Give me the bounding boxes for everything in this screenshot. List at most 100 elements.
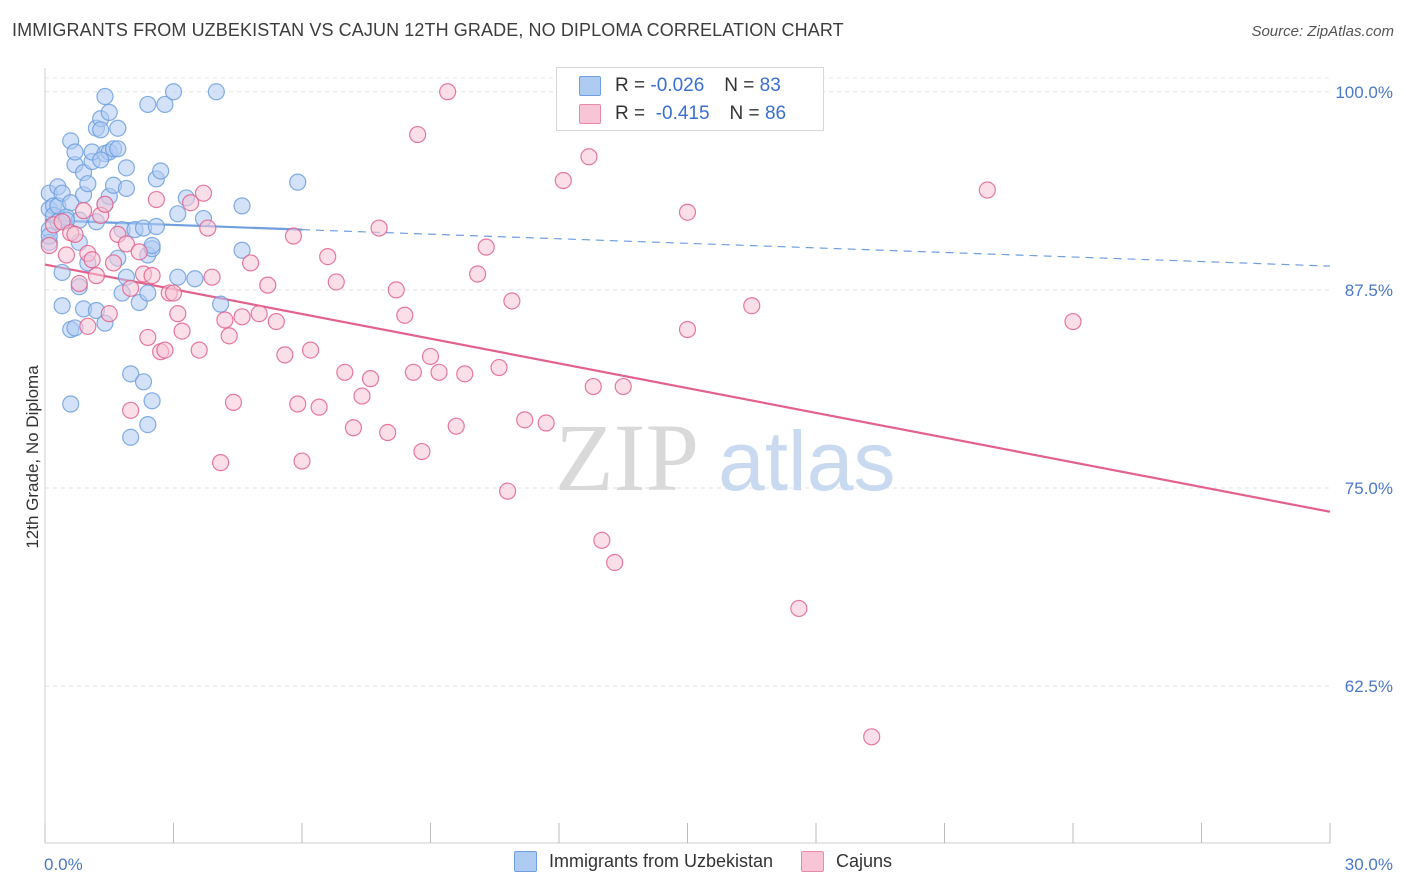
data-point: [169, 205, 187, 223]
data-point: [156, 95, 174, 114]
data-point: [199, 219, 217, 237]
data-point: [122, 428, 140, 446]
data-point: [310, 398, 328, 416]
x-tick-label: 30.0%: [1345, 855, 1393, 874]
series-uzbekistan: [40, 83, 307, 446]
data-point: [164, 83, 183, 101]
data-point: [164, 284, 183, 302]
data-point: [233, 308, 251, 326]
data-point: [212, 454, 230, 472]
data-point: [327, 273, 345, 291]
data-point: [186, 270, 204, 288]
data-point: [409, 125, 427, 144]
data-point: [554, 171, 572, 190]
data-point: [122, 401, 140, 419]
data-point: [361, 370, 380, 388]
data-point: [139, 95, 157, 114]
data-point: [203, 268, 221, 286]
data-point: [100, 103, 118, 121]
data-point: [396, 306, 414, 324]
data-point: [336, 363, 354, 381]
data-point: [301, 341, 320, 359]
data-point: [40, 236, 58, 255]
data-point: [379, 423, 397, 442]
data-point: [537, 414, 555, 432]
data-point: [109, 140, 127, 158]
legend-r-label: R =: [615, 103, 646, 124]
data-point: [92, 151, 110, 169]
data-point: [53, 297, 71, 315]
data-point: [207, 83, 225, 101]
data-point: [259, 276, 277, 294]
data-point: [678, 203, 697, 221]
legend-label-uzbekistan: Immigrants from Uzbekistan: [548, 851, 774, 871]
data-point: [117, 179, 135, 198]
data-point: [447, 417, 465, 435]
data-point: [96, 195, 114, 213]
data-point: [224, 393, 243, 412]
data-point: [143, 267, 161, 285]
data-point: [978, 181, 996, 199]
data-point: [503, 292, 521, 310]
data-point: [57, 246, 76, 264]
data-point: [593, 531, 611, 549]
y-tick-label: 62.5%: [1345, 677, 1393, 696]
data-point: [387, 281, 405, 299]
data-point: [499, 482, 517, 500]
data-point: [267, 312, 285, 331]
data-point: [276, 346, 294, 364]
data-point: [242, 254, 260, 272]
chart-title: IMMIGRANTS FROM UZBEKISTAN VS CAJUN 12TH…: [12, 20, 844, 40]
data-point: [606, 553, 624, 572]
data-point: [79, 175, 97, 193]
source-label: Source: ZipAtlas.com: [1251, 23, 1394, 40]
legend-swatch-cajuns: [579, 104, 601, 124]
data-point: [421, 347, 440, 366]
data-point: [456, 365, 474, 383]
data-point: [70, 274, 88, 293]
data-point: [212, 295, 230, 313]
data-point: [66, 143, 84, 161]
legend-swatch-uzbekistan: [579, 76, 601, 96]
trend-line-uzbekistan-extension: [301, 229, 1331, 267]
data-point: [490, 358, 508, 377]
data-point: [117, 159, 135, 177]
data-point: [152, 162, 170, 180]
data-point: [139, 284, 157, 302]
legend-n-value: 86: [764, 103, 787, 124]
data-point: [516, 411, 534, 429]
legend-swatch-uzbekistan: [513, 851, 537, 872]
legend-r-value: -0.026: [650, 75, 705, 96]
data-point: [143, 392, 161, 410]
legend-item-cajuns[interactable]: Cajuns: [801, 851, 892, 872]
data-point: [169, 268, 187, 286]
x-tick-labels: 0.0% 30.0%: [44, 855, 1393, 874]
y-axis-title: 12th Grade, No Diploma: [23, 365, 42, 549]
data-point: [100, 305, 118, 323]
data-point: [284, 227, 303, 245]
data-point: [117, 235, 135, 253]
data-point: [404, 363, 422, 381]
data-point: [156, 341, 174, 359]
y-tick-label: 87.5%: [1345, 281, 1393, 300]
legend-row-uzbekistan: R = -0.026 N = 83: [579, 74, 781, 98]
legend-n-label: N =: [724, 75, 755, 96]
data-point: [344, 419, 362, 437]
legend-swatch-cajuns: [801, 851, 825, 872]
data-point: [79, 317, 97, 335]
y-tick-labels: 62.5% 75.0% 87.5% 100.0%: [1335, 83, 1393, 696]
data-point: [182, 194, 200, 212]
data-point: [289, 395, 307, 413]
data-point: [173, 322, 191, 340]
data-point: [220, 327, 238, 345]
data-point: [62, 395, 80, 413]
data-point: [96, 87, 114, 106]
legend-item-uzbekistan[interactable]: Immigrants from Uzbekistan: [513, 851, 774, 872]
data-point: [190, 341, 208, 359]
data-point: [87, 267, 106, 285]
data-points: [40, 83, 1082, 746]
data-point: [147, 190, 165, 209]
legend-r-label: R =: [615, 75, 646, 96]
y-tick-label: 75.0%: [1345, 479, 1393, 498]
